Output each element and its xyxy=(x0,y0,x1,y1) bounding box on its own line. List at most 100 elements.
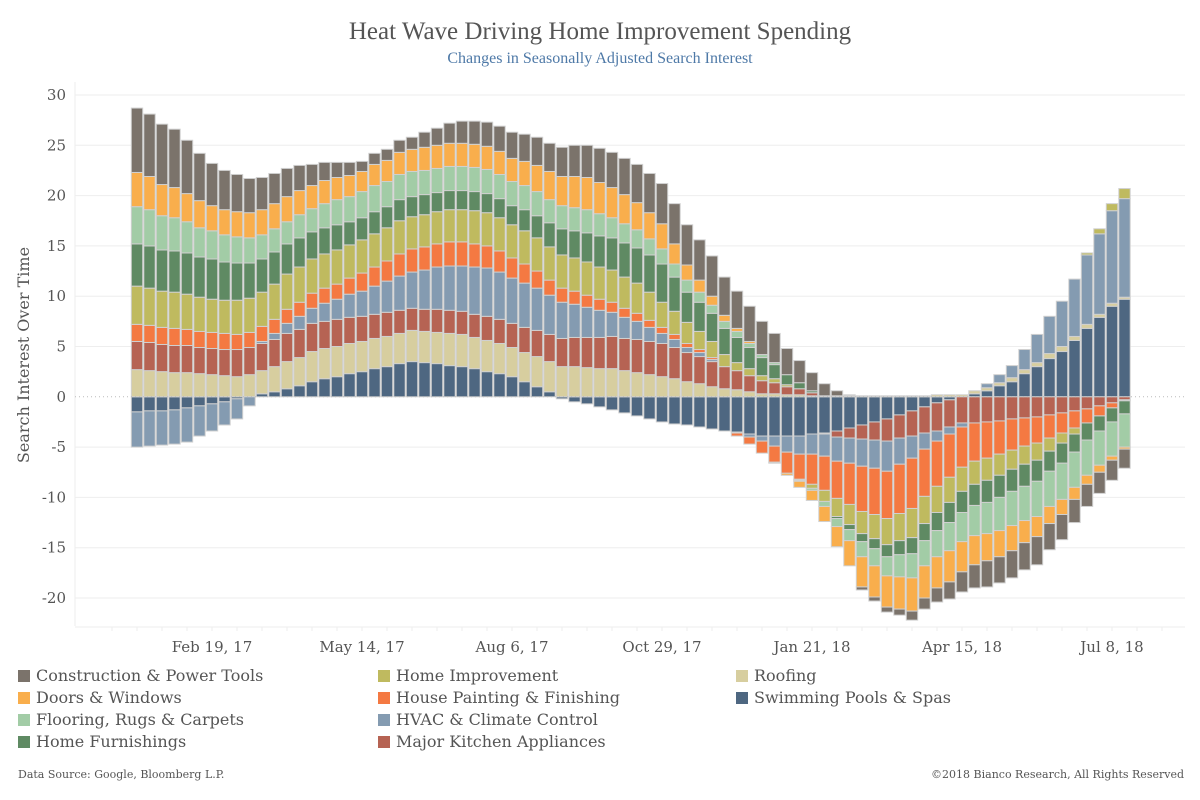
bar-segment xyxy=(768,382,781,395)
bar-segment xyxy=(1068,451,1081,488)
bar-segment xyxy=(1118,448,1131,469)
bar-segment xyxy=(418,194,431,216)
bar-segment xyxy=(555,175,569,207)
stacked-bar-chart: 30 25 20 15 10 5 0 -5 -10 -15 -20 Feb 19, 17 May 14… xyxy=(14,82,1185,656)
bar-segment xyxy=(293,328,306,359)
bar-segment xyxy=(818,396,831,434)
bar-segment xyxy=(393,139,406,153)
bar-segment xyxy=(680,352,694,383)
bar-segment xyxy=(930,396,944,404)
bar-segment xyxy=(705,255,719,297)
bar-segment xyxy=(743,342,756,349)
bar-segment xyxy=(455,310,469,335)
bar-segment xyxy=(218,261,231,301)
bar-segment xyxy=(643,238,656,256)
bar-segment xyxy=(318,203,331,229)
bar-segment xyxy=(505,257,519,279)
bar-segment xyxy=(418,308,431,332)
bar-segment xyxy=(1068,396,1081,412)
legend-swatch xyxy=(736,670,748,682)
bar-segment xyxy=(893,414,906,439)
bar-segment xyxy=(1093,233,1106,315)
bar-segment xyxy=(905,507,919,539)
bar-segment xyxy=(430,211,444,245)
bar-segment xyxy=(180,252,194,295)
bar-segment xyxy=(580,144,594,178)
bar-segment xyxy=(643,396,656,420)
legend-label: Swimming Pools & Spas xyxy=(754,688,951,707)
bar-segment xyxy=(568,144,581,177)
bar-segment xyxy=(580,209,594,234)
bar-segment xyxy=(143,396,156,412)
bar-segment xyxy=(943,581,956,600)
bar-segment xyxy=(580,176,594,211)
bar-segment xyxy=(343,174,356,198)
bar-segment xyxy=(1055,498,1069,516)
bar-segment xyxy=(205,205,219,232)
bar-segment xyxy=(893,463,906,514)
bar-segment xyxy=(318,378,331,398)
bar-segment xyxy=(355,160,369,172)
bar-segment xyxy=(355,239,369,274)
bar-segment xyxy=(1018,417,1031,447)
bar-segment xyxy=(1105,407,1119,423)
copyright-note: ©2018 Bianco Research, All Rights Reserv… xyxy=(931,768,1184,781)
bar-segment xyxy=(680,342,694,349)
bar-segment xyxy=(980,396,994,423)
bar-segment xyxy=(993,474,1006,498)
bar-segment xyxy=(243,297,256,333)
legend-swatch xyxy=(18,670,30,682)
bar-segment xyxy=(743,368,756,377)
bar-segment xyxy=(868,538,881,550)
bar-segment xyxy=(843,529,856,542)
bar-segment xyxy=(605,269,619,303)
bar-segment xyxy=(1080,254,1094,325)
bar-segment xyxy=(843,394,856,397)
legend-item: HVAC & Climate Control xyxy=(378,710,598,729)
bar-segment xyxy=(243,212,256,239)
bar-segment xyxy=(218,401,231,426)
bar-segment xyxy=(668,347,681,380)
bar-segment xyxy=(1030,333,1044,364)
bar-segment xyxy=(793,396,806,437)
bar-segment xyxy=(693,291,706,303)
bar-segment xyxy=(218,349,231,377)
bar-segment xyxy=(1118,198,1131,298)
bar-segment xyxy=(518,381,531,398)
bar-segment xyxy=(980,457,994,481)
bar-segment xyxy=(743,436,756,445)
bar-segment xyxy=(593,396,606,408)
legend-swatch xyxy=(378,670,390,682)
bar-segment xyxy=(168,409,181,445)
bar-segment xyxy=(205,403,219,432)
bar-segment xyxy=(343,293,356,318)
bar-segment xyxy=(230,262,244,301)
bar-segment xyxy=(1030,362,1044,368)
bar-segment xyxy=(355,340,369,373)
bar-segment xyxy=(280,167,294,198)
bar-segment xyxy=(1018,542,1031,571)
bar-segment xyxy=(543,294,556,335)
bar-segment xyxy=(768,396,781,437)
bar-segment xyxy=(143,113,156,177)
bar-segment xyxy=(693,279,706,293)
bar-segment xyxy=(1105,396,1119,404)
bar-segment xyxy=(930,430,944,442)
bar-segment xyxy=(880,606,894,613)
bars xyxy=(130,107,1131,621)
bar-segment xyxy=(180,328,194,346)
bar-segment xyxy=(868,395,881,398)
bar-segment xyxy=(805,372,819,392)
bar-segment xyxy=(930,394,944,398)
legend-item: Major Kitchen Appliances xyxy=(378,732,606,751)
bar-segment xyxy=(368,185,381,213)
bar-segment xyxy=(668,338,681,349)
bar-segment xyxy=(1043,353,1056,360)
bar-segment xyxy=(368,337,381,370)
bar-segment xyxy=(355,170,369,193)
bar-segment xyxy=(1018,349,1031,371)
bar-segment xyxy=(955,511,969,543)
bar-segment xyxy=(193,396,206,407)
bar-segment xyxy=(480,121,494,147)
bar-segment xyxy=(430,363,444,398)
